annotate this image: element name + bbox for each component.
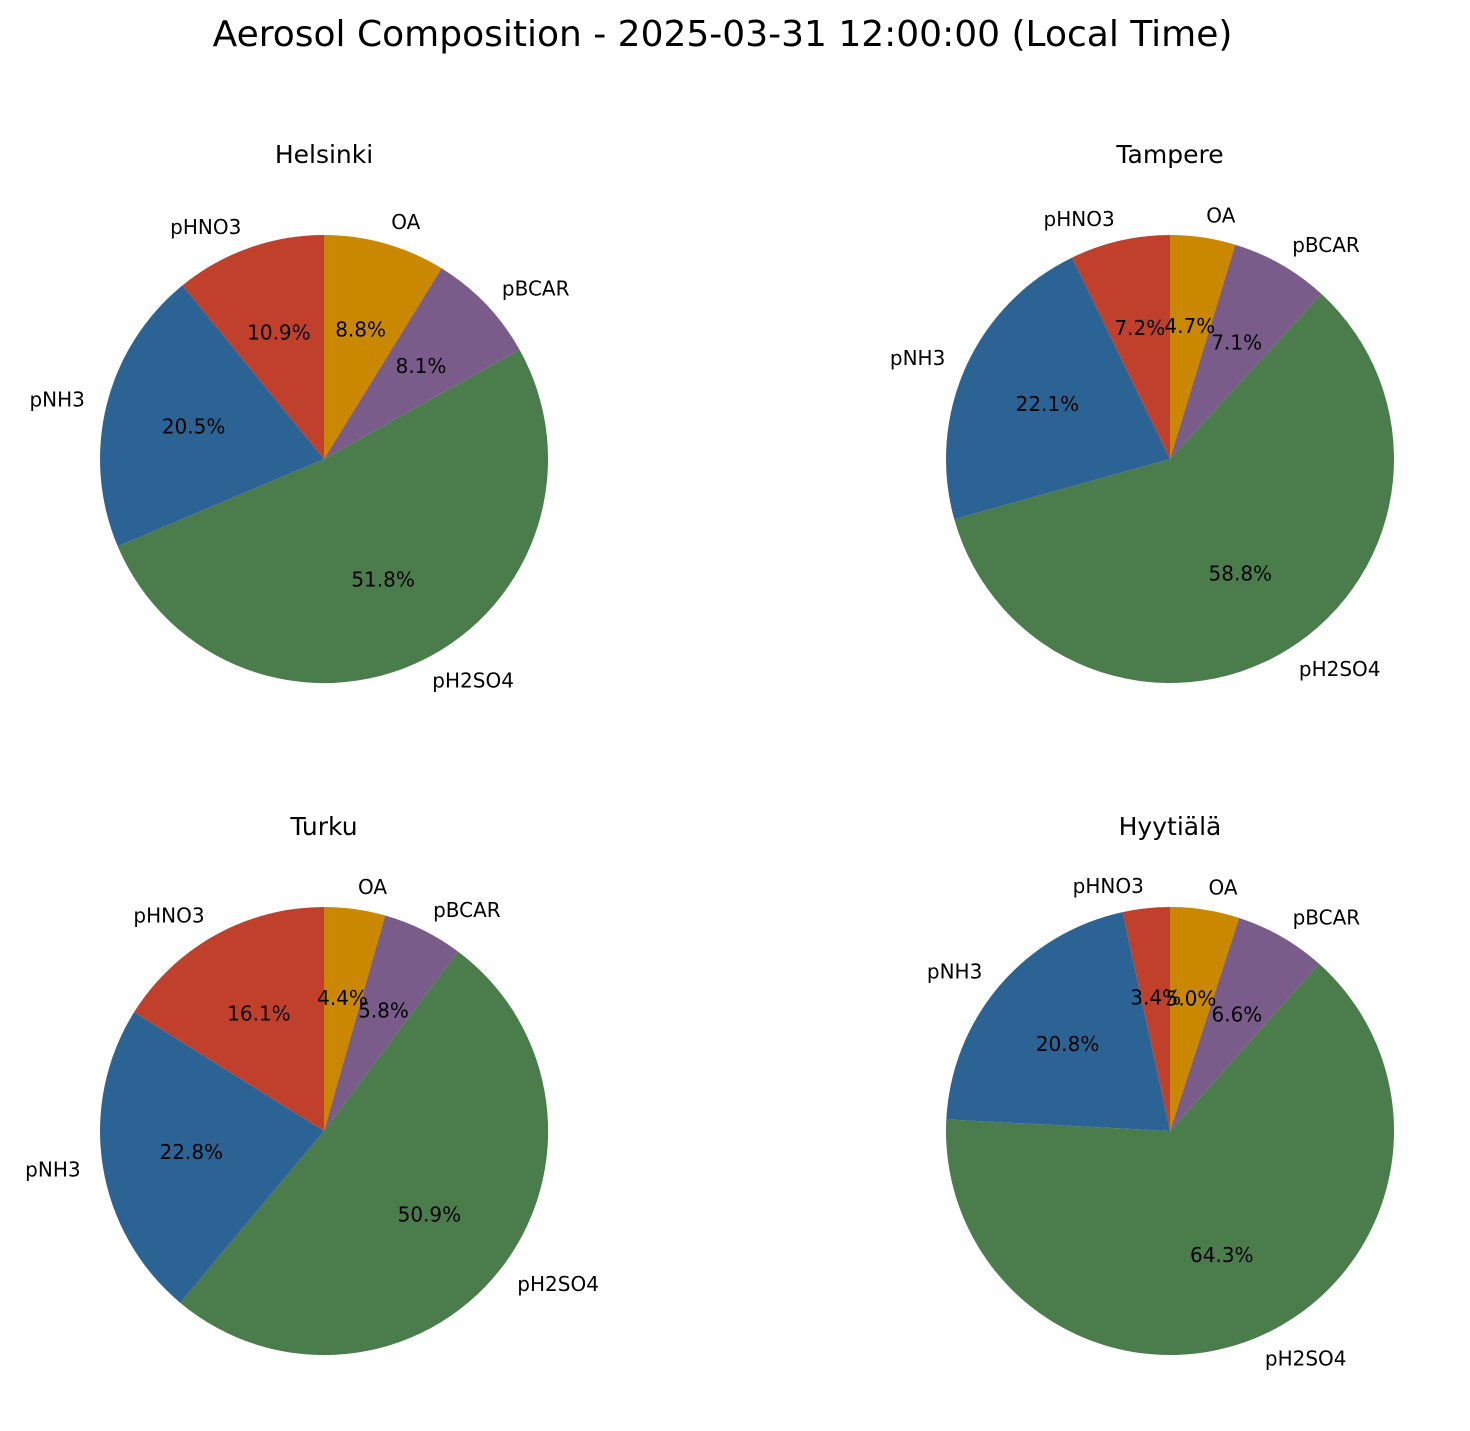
pie-slice-phno3 xyxy=(134,907,324,1131)
percent-label: 10.9% xyxy=(247,320,311,344)
pie-title: Tampere xyxy=(1115,140,1223,169)
slice-label: pBCAR xyxy=(1293,905,1361,929)
percent-label: 50.9% xyxy=(398,1202,462,1226)
percent-label: 8.8% xyxy=(335,318,386,342)
percent-label: 4.7% xyxy=(1164,314,1215,338)
pie-slice-pnh3 xyxy=(946,912,1170,1131)
pie-slice-ph2so4 xyxy=(945,963,1394,1356)
pie-slice-oa xyxy=(1170,907,1240,1131)
percent-label: 64.3% xyxy=(1190,1243,1254,1267)
pie-slice-oa xyxy=(324,235,442,459)
percent-label: 20.8% xyxy=(1036,1032,1100,1056)
pie-hyyti-l: Hyytiälä OA 5.0% pBCAR 6.6% pH2SO4 64.3% pNH3 20… xyxy=(927,812,1394,1370)
figure-title: Aerosol Composition - 2025-03-31 12:00:0… xyxy=(212,14,1233,55)
percent-label: 22.1% xyxy=(1016,392,1080,416)
pie-helsinki: Helsinki OA 8.8% pBCAR 8.1% pH2SO4 51.8% pNH3 20… xyxy=(29,140,569,692)
slice-label: pBCAR xyxy=(1292,233,1360,257)
percent-label: 16.1% xyxy=(227,1001,291,1025)
slice-label: pH2SO4 xyxy=(517,1272,599,1296)
pie-slice-phno3 xyxy=(1071,235,1170,459)
pie-slice-pbcar xyxy=(324,268,520,459)
percent-label: 7.1% xyxy=(1211,330,1262,354)
slice-label: OA xyxy=(1206,203,1235,227)
percent-label: 7.2% xyxy=(1114,316,1165,340)
slice-label: pNH3 xyxy=(927,959,982,983)
percent-label: 4.4% xyxy=(317,986,368,1010)
pie-slice-oa xyxy=(1170,235,1236,459)
percent-label: 58.8% xyxy=(1209,562,1273,586)
pie-slice-oa xyxy=(324,907,386,1131)
pie-slice-phno3 xyxy=(182,235,324,459)
pie-slice-ph2so4 xyxy=(954,293,1395,684)
percent-label: 5.8% xyxy=(358,999,409,1023)
pie-slice-pnh3 xyxy=(100,285,324,547)
slice-label: pNH3 xyxy=(25,1158,80,1182)
pie-title: Helsinki xyxy=(275,140,373,169)
pie-title: Hyytiälä xyxy=(1119,812,1222,841)
percent-label: 5.0% xyxy=(1166,986,1217,1010)
slice-label: pHNO3 xyxy=(1073,874,1144,898)
slice-label: pNH3 xyxy=(890,346,945,370)
slice-label: pBCAR xyxy=(433,898,501,922)
percent-label: 8.1% xyxy=(396,354,447,378)
percent-label: 6.6% xyxy=(1211,1002,1262,1026)
slice-label: pBCAR xyxy=(502,277,570,301)
percent-label: 20.5% xyxy=(162,415,226,439)
pie-slice-ph2so4 xyxy=(117,349,549,684)
percent-label: 51.8% xyxy=(351,568,415,592)
slice-label: pH2SO4 xyxy=(432,668,514,692)
slice-label: pHNO3 xyxy=(170,215,241,239)
slice-label: pHNO3 xyxy=(1044,207,1115,231)
pie-turku: Turku OA 4.4% pBCAR 5.8% pH2SO4 50.9% pNH3 22.8%… xyxy=(25,812,599,1356)
slice-label: OA xyxy=(1209,876,1238,900)
slice-label: pHNO3 xyxy=(133,904,204,928)
percent-label: 3.4% xyxy=(1130,985,1181,1009)
percent-label: 22.8% xyxy=(160,1140,224,1164)
slice-label: pNH3 xyxy=(29,388,84,412)
pie-slice-pbcar xyxy=(1170,244,1322,459)
pie-slice-pnh3 xyxy=(100,1012,325,1303)
pie-slice-phno3 xyxy=(1122,907,1170,1131)
pie-slice-ph2so4 xyxy=(180,951,549,1356)
pie-title: Turku xyxy=(289,812,357,841)
pie-slice-pbcar xyxy=(324,915,458,1131)
pie-tampere: Tampere OA 4.7% pBCAR 7.1% pH2SO4 58.8% pNH3 22.… xyxy=(890,140,1395,684)
slice-label: pH2SO4 xyxy=(1265,1346,1347,1370)
slice-label: pH2SO4 xyxy=(1299,657,1381,681)
slice-label: OA xyxy=(358,875,387,899)
pie-slice-pnh3 xyxy=(946,257,1170,520)
slice-label: OA xyxy=(391,210,420,234)
pie-slice-pbcar xyxy=(1170,917,1320,1131)
